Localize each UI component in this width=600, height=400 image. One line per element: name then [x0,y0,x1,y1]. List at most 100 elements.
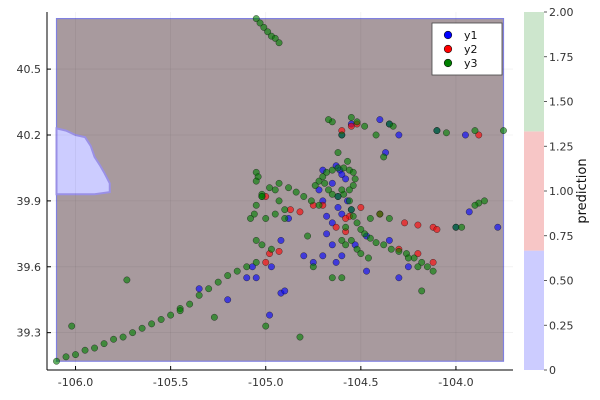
scatter-point-y3 [252,15,260,23]
scatter-point-y3 [442,129,450,137]
scatter-point-y1 [363,267,370,275]
x-tick-label: -104.5 [343,376,378,389]
scatter-point-y3 [62,353,70,361]
scatter-point-y1 [252,274,260,282]
scatter-point-y3 [157,316,165,323]
scatter-point-y3 [433,127,441,135]
scatter-point-y3 [345,197,353,205]
x-tick-label: -104.0 [438,376,473,389]
scatter-point-y2 [342,215,350,222]
colorbar-band [524,131,544,251]
scatter-point-y3 [119,333,127,341]
prediction-region-class0 [55,127,111,196]
scatter-point-y3 [300,193,308,200]
colorbar-tick-label: 0.25 [549,319,574,332]
colorbar-tick-label: 0.50 [549,275,574,288]
scatter-point-y3 [353,245,361,253]
scatter-point-y3 [334,193,342,200]
legend-label-y1: y1 [464,29,478,42]
scatter-point-y2 [414,221,422,229]
scatter-point-y3 [323,168,331,176]
scatter-point-y3 [315,201,323,209]
scatter-point-y1 [224,296,232,304]
scatter-point-y3 [292,188,300,196]
scatter-point-y3 [100,340,108,348]
scatter-point-y3 [364,254,372,262]
legend-label-y2: y2 [464,43,478,56]
scatter-point-y1 [338,252,346,260]
scatter-point-y3 [250,210,258,218]
scatter-point-y2 [475,131,483,139]
scatter-point-y3 [252,258,260,266]
scatter-point-y3 [338,131,346,139]
scatter-point-y1 [494,223,502,231]
scatter-point-y3 [285,184,293,192]
scatter-point-y3 [418,287,426,295]
scatter-point-y3 [414,263,422,271]
colorbar-tick-label: 1.75 [549,51,574,64]
scatter-point-y3 [380,241,388,249]
y-tick-label: 40.2 [17,129,42,142]
scatter-point-y3 [275,39,283,47]
scatter-point-y3 [319,173,327,181]
prediction-region-class1 [55,17,505,362]
x-tick-label: -105.0 [248,376,283,389]
scatter-point-y1 [338,171,346,178]
scatter-point-y1 [328,219,336,227]
colorbar-label: prediction [575,158,590,223]
scatter-point-y2 [262,258,270,266]
scatter-point-y2 [347,122,355,130]
y-tick-label: 39.6 [17,261,42,274]
scatter-point-y1 [328,179,336,187]
scatter-point-y1 [195,285,203,293]
y-tick-label: 39.9 [17,195,42,208]
scatter-point-y3 [129,329,137,337]
scatter-point-y3 [345,186,353,194]
scatter-point-y1 [461,131,469,139]
scatter-point-y3 [53,357,60,365]
scatter-point-y3 [148,320,156,328]
scatter-point-y3 [334,164,342,172]
scatter-point-y1 [395,131,403,139]
legend-label-y3: y3 [464,57,478,70]
scatter-point-y3 [214,278,222,286]
scatter-point-y3 [275,179,283,187]
scatter-point-y3 [385,215,393,222]
scatter-point-y3 [252,177,260,185]
scatter-point-y3 [380,153,388,161]
scatter-point-y3 [372,131,380,139]
x-tick-label: -105.5 [153,376,188,389]
scatter-point-y3 [423,263,431,271]
colorbar-tick-label: 0 [549,364,556,377]
scatter-point-y1 [281,287,289,295]
scatter-point-y3 [395,247,403,255]
scatter-point-y3 [72,351,79,359]
scatter-point-y3 [404,254,412,262]
scatter-point-y3 [338,274,346,282]
scatter-point-y3 [68,322,76,330]
scatter-point-y3 [347,236,355,244]
scatter-point-y1 [319,252,327,260]
scatter-point-y1 [385,236,393,244]
scatter-point-y1 [315,186,323,194]
scatter-point-y2 [414,250,422,258]
scatter-point-y3 [311,182,319,189]
scatter-point-y2 [433,225,441,233]
scatter-point-y3 [325,186,332,194]
scatter-point-y3 [258,193,266,200]
scatter-point-y1 [332,258,340,266]
scatter-point-y3 [351,175,359,183]
scatter-point-y1 [323,230,331,238]
scatter-point-y3 [296,333,304,341]
scatter-point-y3 [233,267,241,275]
scatter-point-y1 [277,236,285,244]
scatter-point-y3 [349,212,357,220]
scatter-point-y3 [81,346,89,354]
scatter-point-y3 [418,258,426,266]
scatter-point-y3 [110,335,118,343]
scatter-point-y3 [195,291,203,299]
scatter-point-y1 [334,204,342,211]
scatter-point-y3 [328,274,336,282]
scatter-point-y3 [481,197,488,205]
